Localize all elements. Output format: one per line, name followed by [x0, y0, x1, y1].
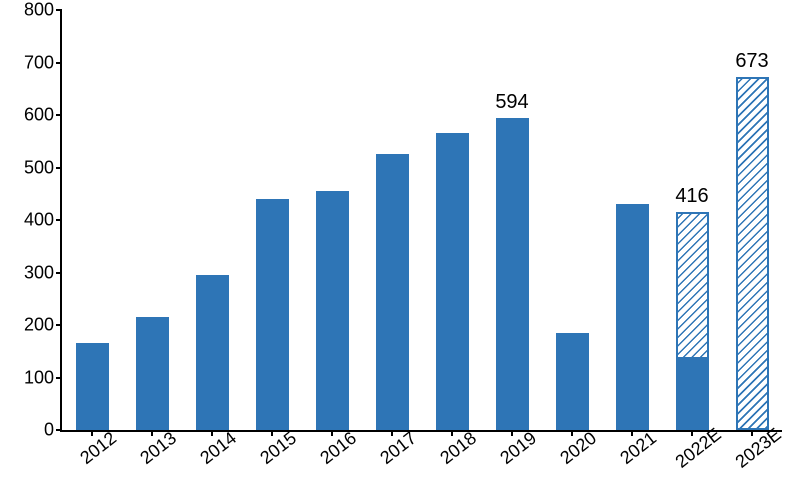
x-tick-mark [511, 430, 513, 436]
x-tick-mark [571, 430, 573, 436]
bar-actual [76, 343, 109, 430]
y-tick-label: 300 [24, 262, 62, 283]
x-tick-mark [691, 430, 693, 436]
x-tick-mark [331, 430, 333, 436]
x-tick-label: 2020 [556, 428, 600, 469]
x-tick-mark [271, 430, 273, 436]
bar-actual [136, 317, 169, 430]
x-tick-label: 2019 [496, 428, 540, 469]
bar-actual [196, 275, 229, 430]
bar-actual [376, 154, 409, 430]
data-label: 673 [735, 50, 768, 73]
x-tick-label: 2016 [316, 428, 360, 469]
x-tick-label: 2022E [671, 424, 725, 473]
x-tick-label: 2015 [256, 428, 300, 469]
bar-chart: 0 100 200 300 400 500 600 700 800 2012 2013 2014 201… [0, 0, 800, 500]
bar-actual [256, 199, 289, 430]
x-tick-mark [631, 430, 633, 436]
x-tick-label: 2014 [196, 428, 240, 469]
bar-actual [436, 133, 469, 430]
bar-actual [676, 357, 709, 431]
x-tick-mark [751, 430, 753, 436]
bar-actual [496, 118, 529, 430]
y-tick-label: 600 [24, 105, 62, 126]
y-tick-label: 0 [44, 420, 62, 441]
x-tick-label: 2023E [731, 424, 785, 473]
y-tick-label: 100 [24, 367, 62, 388]
bar-actual [616, 204, 649, 430]
x-tick-mark [391, 430, 393, 436]
y-tick-label: 400 [24, 210, 62, 231]
data-label: 416 [675, 185, 708, 208]
x-tick-mark [151, 430, 153, 436]
plot-area: 0100200300400500600700800201220132014201… [60, 10, 782, 432]
x-tick-mark [91, 430, 93, 436]
x-tick-label: 2012 [76, 428, 120, 469]
y-tick-label: 800 [24, 0, 62, 21]
x-tick-label: 2013 [136, 428, 180, 469]
bar-estimate [736, 77, 769, 430]
x-tick-mark [211, 430, 213, 436]
bar-actual [316, 191, 349, 430]
x-tick-mark [451, 430, 453, 436]
bar-actual [556, 333, 589, 430]
y-tick-label: 700 [24, 52, 62, 73]
y-tick-label: 500 [24, 157, 62, 178]
x-tick-label: 2018 [436, 428, 480, 469]
x-tick-label: 2017 [376, 428, 420, 469]
data-label: 594 [495, 91, 528, 114]
x-tick-label: 2021 [616, 428, 660, 469]
y-tick-label: 200 [24, 315, 62, 336]
